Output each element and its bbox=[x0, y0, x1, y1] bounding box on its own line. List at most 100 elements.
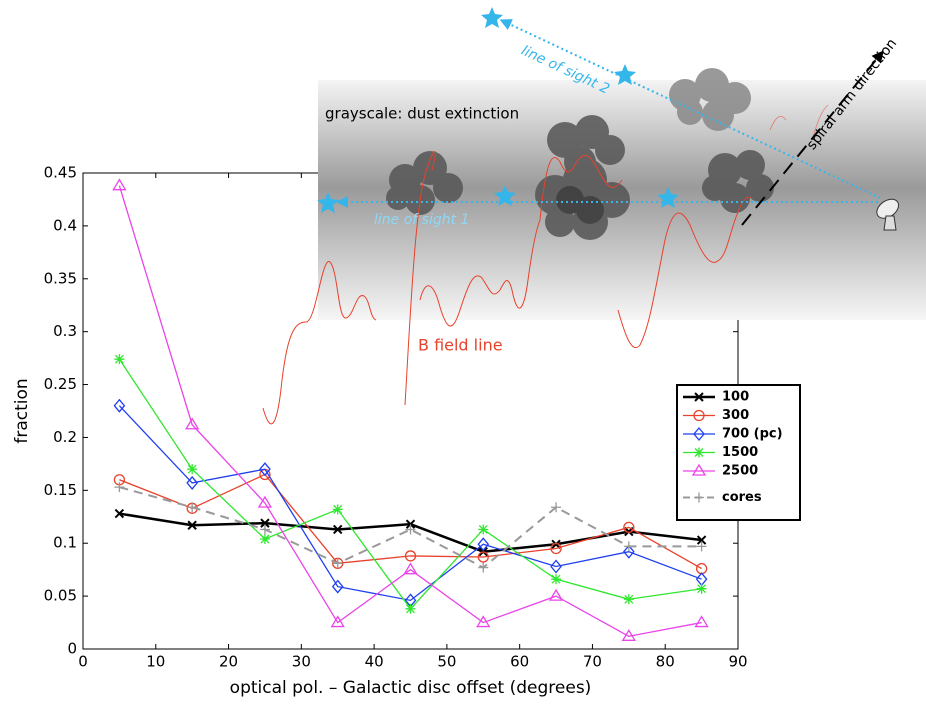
marker bbox=[114, 354, 125, 365]
marker bbox=[694, 447, 704, 458]
marker bbox=[114, 508, 125, 519]
spiral-arrow bbox=[741, 50, 884, 226]
x-tick-label: 60 bbox=[510, 653, 529, 671]
marker bbox=[477, 537, 490, 552]
x-tick-label: 50 bbox=[437, 653, 456, 671]
marker bbox=[332, 558, 343, 569]
legend-label: 100 bbox=[722, 390, 749, 405]
y-axis-label: fraction bbox=[12, 378, 32, 443]
marker bbox=[333, 524, 343, 535]
marker bbox=[187, 502, 198, 513]
marker bbox=[621, 629, 636, 641]
y-tick-label: 0.15 bbox=[44, 481, 77, 499]
marker bbox=[259, 524, 270, 535]
cloud bbox=[386, 151, 463, 215]
plot: 0 10 20 30 40 50 60 70 80 90 0 0.05 0.1 0.15 0.2 0.25 0.… bbox=[12, 164, 748, 699]
marker bbox=[259, 533, 270, 544]
marker bbox=[691, 463, 707, 476]
marker bbox=[187, 520, 197, 530]
x-axis-label: optical pol. – Galactic disc offset (deg… bbox=[230, 678, 592, 698]
marker bbox=[187, 464, 198, 475]
y-tick-label: 0.25 bbox=[44, 375, 77, 393]
marker bbox=[550, 542, 562, 555]
marker bbox=[694, 392, 704, 402]
marker bbox=[693, 409, 705, 422]
y-tick-label: 0.05 bbox=[44, 587, 77, 605]
telescope bbox=[876, 198, 900, 231]
sight-line bbox=[499, 19, 881, 199]
series-line bbox=[119, 486, 702, 569]
y-tick-label: 0.1 bbox=[53, 534, 77, 552]
legend-label: cores bbox=[722, 490, 762, 505]
cloud bbox=[702, 150, 774, 213]
x-tick-label: 70 bbox=[583, 653, 602, 671]
marker bbox=[403, 562, 418, 575]
marker bbox=[260, 518, 270, 528]
marker bbox=[694, 615, 709, 628]
marker bbox=[404, 550, 417, 562]
marker bbox=[622, 544, 635, 559]
b-field-line bbox=[617, 196, 753, 348]
marker bbox=[623, 521, 635, 534]
x-tick-label: 20 bbox=[219, 653, 238, 671]
marker bbox=[550, 559, 562, 574]
marker bbox=[257, 495, 273, 508]
marker bbox=[693, 426, 705, 442]
marker bbox=[548, 588, 564, 601]
marker bbox=[405, 603, 416, 614]
star bbox=[657, 187, 679, 208]
marker bbox=[623, 594, 634, 605]
marker bbox=[696, 535, 707, 545]
legend: 100 300 700 (pc) 1500 2500 cores bbox=[676, 384, 801, 521]
marker bbox=[113, 398, 126, 413]
marker bbox=[623, 541, 634, 552]
x-tick-label: 10 bbox=[146, 653, 165, 671]
marker bbox=[332, 504, 343, 515]
diagram: grayscale: dust extinction line of sight… bbox=[262, 7, 926, 425]
b-field-line bbox=[262, 261, 377, 425]
star bbox=[481, 7, 503, 28]
marker bbox=[551, 502, 562, 513]
b-field-line bbox=[404, 151, 436, 406]
y-tick-label: 0.4 bbox=[53, 216, 77, 234]
annotation: grayscale: dust extinction bbox=[325, 105, 519, 123]
star bbox=[317, 192, 339, 213]
marker bbox=[694, 492, 704, 503]
marker bbox=[551, 574, 562, 585]
stars bbox=[317, 7, 679, 213]
x-tick-label: 30 bbox=[292, 653, 311, 671]
x-tick-label: 90 bbox=[728, 653, 747, 671]
legend-label: 700 (pc) bbox=[722, 427, 783, 442]
star bbox=[494, 185, 516, 206]
marker bbox=[405, 519, 416, 529]
legend-label: 2500 bbox=[722, 464, 758, 479]
marker bbox=[259, 462, 271, 477]
marker bbox=[331, 579, 344, 594]
marker bbox=[477, 551, 489, 563]
marker bbox=[405, 524, 416, 535]
annotation: line of sight 1 bbox=[374, 212, 469, 228]
series-line bbox=[118, 358, 702, 610]
marker bbox=[696, 541, 707, 552]
legend-label: 300 bbox=[722, 408, 749, 423]
marker bbox=[551, 539, 561, 549]
marker bbox=[112, 178, 127, 191]
marker bbox=[186, 475, 199, 490]
marker bbox=[185, 417, 200, 430]
marker bbox=[114, 482, 125, 493]
b-field-line bbox=[419, 155, 623, 327]
y-tick-label: 0 bbox=[67, 640, 77, 658]
x-tick-label: 80 bbox=[656, 653, 675, 671]
y-tick-label: 0.2 bbox=[53, 428, 77, 446]
marker bbox=[476, 615, 491, 628]
marker bbox=[696, 583, 707, 594]
marker bbox=[478, 562, 489, 573]
star bbox=[614, 64, 636, 85]
marker bbox=[478, 524, 489, 535]
y-tick-label: 0.35 bbox=[44, 269, 77, 287]
legend-label: 1500 bbox=[722, 445, 758, 460]
x-tick-label: 0 bbox=[78, 653, 88, 671]
annotation: B field line bbox=[418, 336, 503, 355]
